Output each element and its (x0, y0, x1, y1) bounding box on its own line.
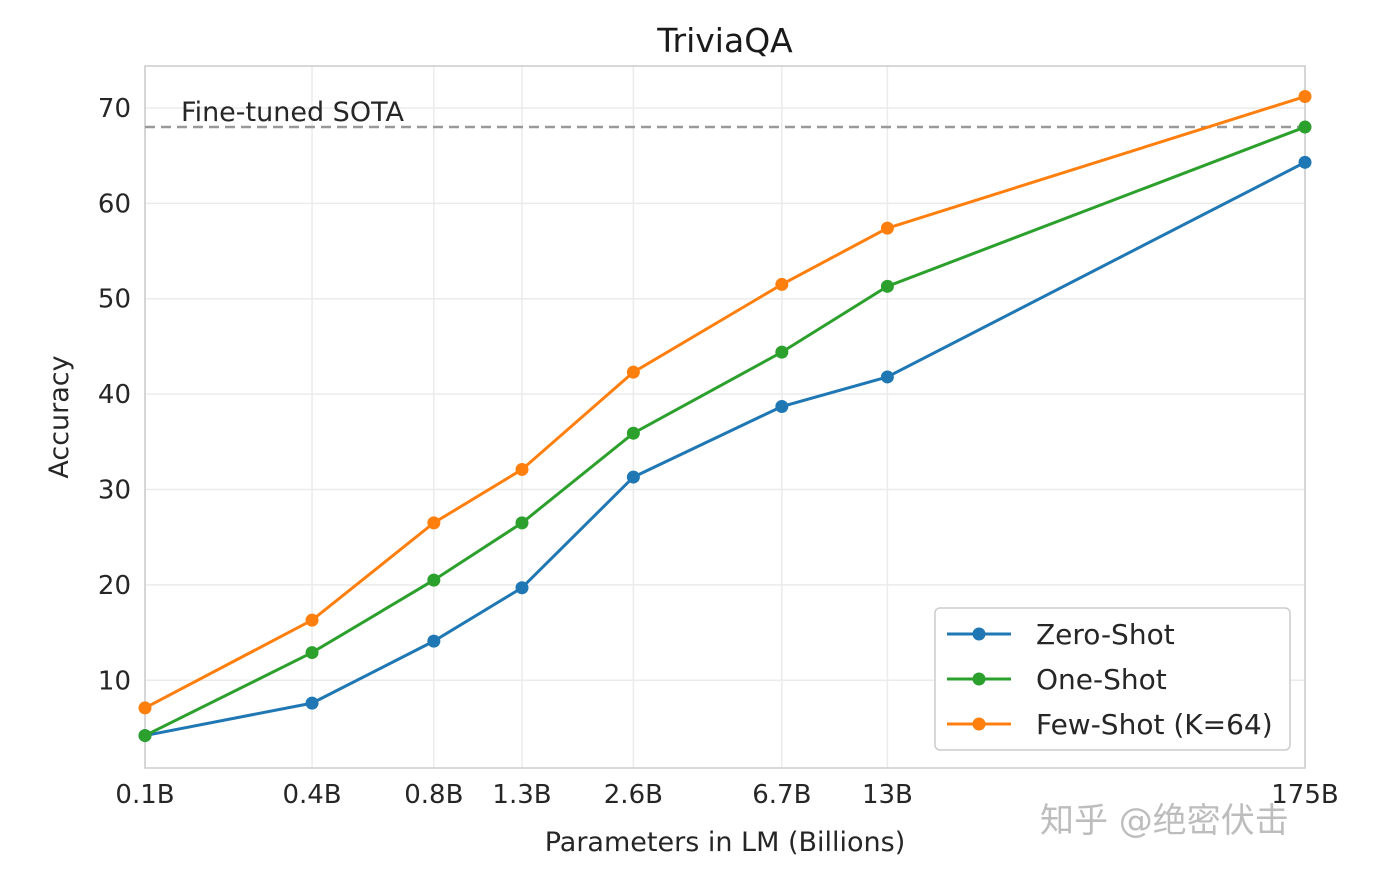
x-tick-label: 0.4B (282, 780, 341, 810)
series-zero-shot (138, 155, 1312, 743)
grid (144, 66, 1306, 768)
data-point (305, 646, 319, 660)
data-point (515, 516, 529, 530)
y-ticks: 10 20 30 40 50 60 70 (98, 94, 131, 696)
series-line (144, 161, 1306, 738)
data-point (1298, 155, 1312, 169)
legend: Zero-Shot One-Shot Few-Shot (K=64) (934, 607, 1291, 751)
series-few-shot-k-64- (138, 90, 1312, 715)
data-point (515, 581, 529, 595)
y-tick-label: 70 (98, 94, 131, 124)
series-line (144, 125, 1306, 737)
x-tick-label: 13B (862, 780, 913, 810)
legend-marker (972, 672, 986, 686)
legend-marker (972, 717, 986, 731)
legend-label: One-Shot (1036, 663, 1167, 696)
y-tick-label: 10 (98, 666, 131, 696)
legend-label: Few-Shot (K=64) (1036, 708, 1273, 741)
plot-frame (144, 65, 1306, 769)
data-point (880, 221, 894, 235)
x-tick-label: 1.3B (492, 780, 551, 810)
chart-title: TriviaQA (656, 21, 793, 60)
data-point (775, 345, 789, 359)
x-tick-label: 0.1B (115, 780, 174, 810)
x-tick-label: 175B (1271, 780, 1338, 810)
data-point (880, 370, 894, 384)
data-point (1298, 90, 1312, 104)
legend-label: Zero-Shot (1036, 618, 1175, 651)
y-tick-label: 40 (98, 380, 131, 410)
x-tick-label: 2.6B (604, 780, 663, 810)
data-point (775, 277, 789, 291)
x-tick-label: 0.8B (404, 780, 463, 810)
sota-label: Fine-tuned SOTA (181, 97, 404, 128)
legend-marker (972, 627, 986, 641)
data-point (626, 426, 640, 440)
data-point (305, 696, 319, 710)
data-point (138, 729, 152, 743)
x-ticks: 0.1B 0.4B 0.8B 1.3B 2.6B 6.7B 13B 175B (115, 780, 1338, 810)
watermark: 知乎 @绝密伏击 (1040, 801, 1289, 841)
series-line (144, 95, 1306, 710)
data-point (626, 470, 640, 484)
series-one-shot (138, 120, 1312, 743)
data-point (138, 701, 152, 715)
data-point (427, 516, 441, 530)
series-group (138, 90, 1312, 743)
data-point (775, 400, 789, 414)
x-tick-label: 6.7B (752, 780, 811, 810)
data-point (880, 279, 894, 293)
y-tick-label: 50 (98, 285, 131, 315)
y-tick-label: 30 (98, 475, 131, 505)
data-point (626, 365, 640, 379)
data-point (427, 573, 441, 587)
y-tick-label: 60 (98, 189, 131, 219)
y-axis-label: Accuracy (44, 355, 75, 478)
data-point (305, 613, 319, 627)
data-point (1298, 120, 1312, 134)
x-axis-label: Parameters in LM (Billions) (545, 827, 906, 858)
data-point (427, 634, 441, 648)
y-tick-label: 20 (98, 571, 131, 601)
legend-box (934, 607, 1291, 751)
data-point (515, 462, 529, 476)
